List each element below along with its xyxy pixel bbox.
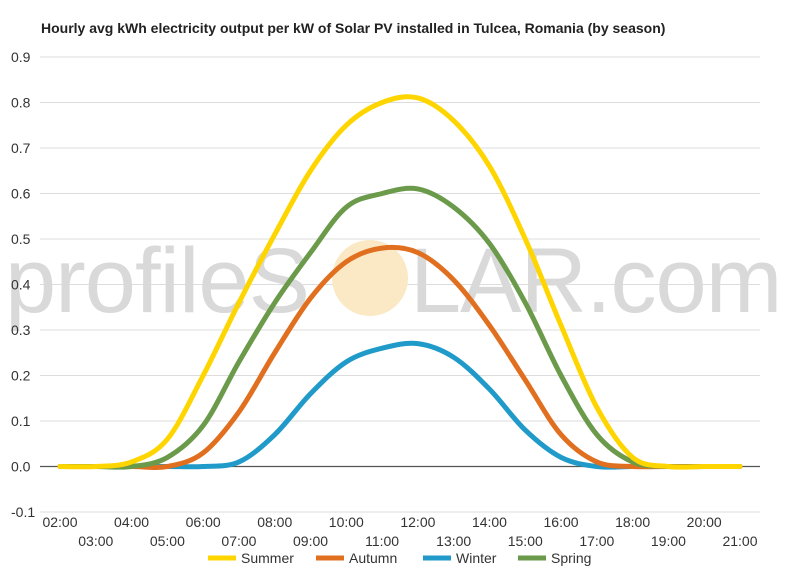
y-tick-label: 0.9 <box>11 49 31 65</box>
y-tick-label: 0.4 <box>11 277 31 293</box>
x-tick-label: 07:00 <box>221 533 256 549</box>
legend-label: Spring <box>551 550 591 566</box>
y-tick-label: 0.8 <box>11 95 31 111</box>
y-tick-label: 0.3 <box>11 322 31 338</box>
x-tick-label: 18:00 <box>615 514 650 530</box>
x-tick-label: 20:00 <box>687 514 722 530</box>
legend-item-summer: Summer <box>208 550 294 566</box>
legend-item-spring: Spring <box>518 550 591 566</box>
y-tick-label: 0.1 <box>11 413 31 429</box>
x-tick-label: 19:00 <box>651 533 686 549</box>
series-line-autumn <box>57 244 743 470</box>
legend: Summer Autumn Winter Spring <box>208 550 591 566</box>
x-tick-label: 12:00 <box>400 514 435 530</box>
y-tick-label: -0.1 <box>11 504 35 520</box>
chart-title: Hourly avg kWh electricity output per kW… <box>41 20 665 36</box>
x-tick-label: 14:00 <box>472 514 507 530</box>
watermark-text-left: profileS <box>5 230 309 332</box>
y-tick-label: 0.7 <box>11 140 31 156</box>
legend-item-autumn: Autumn <box>316 550 397 566</box>
x-tick-label: 03:00 <box>78 533 113 549</box>
series-lines <box>57 94 743 470</box>
x-tick-label: 16:00 <box>544 514 579 530</box>
y-tick-label: 0.6 <box>11 186 31 202</box>
x-tick-label: 15:00 <box>508 533 543 549</box>
x-tick-label: 08:00 <box>257 514 292 530</box>
legend-label: Autumn <box>349 550 397 566</box>
x-tick-label: 04:00 <box>114 514 149 530</box>
series-line-winter <box>57 340 743 470</box>
x-tick-label: 02:00 <box>42 514 77 530</box>
x-tick-label: 05:00 <box>150 533 185 549</box>
x-tick-label: 17:00 <box>579 533 614 549</box>
x-tick-label: 06:00 <box>186 514 221 530</box>
series-line-summer <box>57 94 743 470</box>
y-tick-label: 0.5 <box>11 231 31 247</box>
x-axis-ticks: 02:0003:0004:0005:0006:0007:0008:0009:00… <box>42 514 757 549</box>
x-tick-label: 21:00 <box>722 533 757 549</box>
x-tick-label: 13:00 <box>436 533 471 549</box>
x-tick-label: 11:00 <box>365 533 399 549</box>
legend-label: Summer <box>241 550 294 566</box>
series-line-spring <box>57 185 743 470</box>
x-tick-label: 09:00 <box>293 533 328 549</box>
y-tick-label: 0.0 <box>11 459 31 475</box>
legend-item-winter: Winter <box>423 550 497 566</box>
watermark-text-right: LAR.com <box>410 230 781 332</box>
y-tick-label: 0.2 <box>11 368 31 384</box>
x-tick-label: 10:00 <box>329 514 364 530</box>
legend-label: Winter <box>456 550 497 566</box>
watermark-logo: profileS LAR.com <box>5 230 782 332</box>
y-axis-ticks: -0.1 0.0 0.1 0.2 0.3 0.4 0.5 0.6 0.7 0.8 0.9 <box>11 49 35 520</box>
